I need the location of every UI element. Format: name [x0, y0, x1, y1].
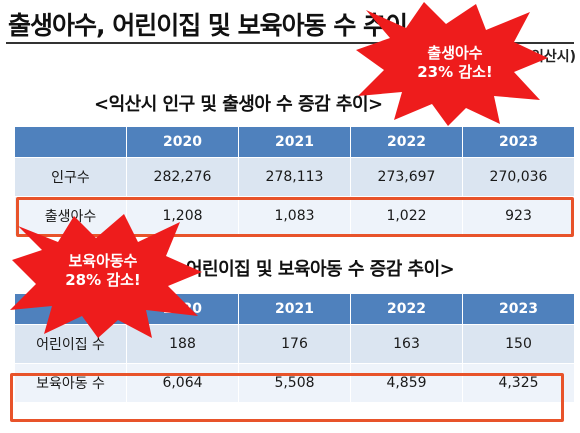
cell-value: 278,113 [238, 157, 351, 197]
population-births-table: 2020 2021 2022 2023 인구수 282,276 278,113 … [14, 126, 575, 236]
header-year-2021: 2021 [238, 126, 351, 158]
row-label: 보육아동 수 [14, 363, 127, 403]
cell-value: 1,083 [238, 196, 351, 236]
table1-caption: <익산시 인구 및 출생아 수 증감 추이> [94, 94, 383, 115]
table-row-daycare-centers: 어린이집 수 188 176 163 150 [14, 324, 575, 364]
cell-value: 4,859 [350, 363, 463, 403]
header-blank-cell [14, 126, 127, 158]
cell-value: 270,036 [462, 157, 575, 197]
cell-value: 273,697 [350, 157, 463, 197]
cell-value: 176 [238, 324, 351, 364]
cell-value: 282,276 [126, 157, 239, 197]
births-row-highlight [16, 197, 574, 237]
cell-value: 1,022 [350, 196, 463, 236]
row-label: 인구수 [14, 157, 127, 197]
table-row-population: 인구수 282,276 278,113 273,697 270,036 [14, 157, 575, 197]
title-underline [6, 42, 574, 44]
row-label: 어린이집 수 [14, 324, 127, 364]
table2-caption: 어린이집 및 보육아동 수 증감 추이> [186, 259, 455, 280]
cell-value: 6,064 [126, 363, 239, 403]
table-header-row: 2020 2021 2022 2023 [14, 126, 575, 158]
births-callout-line2: 23% 감소! [417, 62, 493, 81]
cell-value: 923 [462, 196, 575, 236]
header-year-2022: 2022 [350, 293, 463, 325]
cell-value: 5,508 [238, 363, 351, 403]
cell-value: 163 [350, 324, 463, 364]
children-row-highlight [10, 373, 564, 422]
cell-value: 150 [462, 324, 575, 364]
children-decrease-text: 보육아동수 28% 감소! [48, 252, 158, 290]
cell-value: 4,325 [462, 363, 575, 403]
slide-title: 출생아수, 어린이집 및 보육아동 수 추이 [8, 11, 408, 40]
births-callout-line1: 출생아수 [427, 44, 483, 62]
births-decrease-burst [356, 2, 548, 126]
source-label: 익산시) [530, 49, 576, 65]
header-year-2020: 2020 [126, 126, 239, 158]
births-decrease-text: 출생아수 23% 감소! [400, 44, 510, 82]
table-row-children-in-care: 보육아동 수 6,064 5,508 4,859 4,325 [14, 363, 575, 403]
header-year-2022: 2022 [350, 126, 463, 158]
header-year-2021: 2021 [238, 293, 351, 325]
children-callout-line1: 보육아동수 [68, 252, 138, 270]
children-callout-line2: 28% 감소! [65, 270, 141, 289]
header-year-2023: 2023 [462, 126, 575, 158]
header-year-2023: 2023 [462, 293, 575, 325]
cell-value: 188 [126, 324, 239, 364]
children-decrease-burst [10, 214, 202, 338]
